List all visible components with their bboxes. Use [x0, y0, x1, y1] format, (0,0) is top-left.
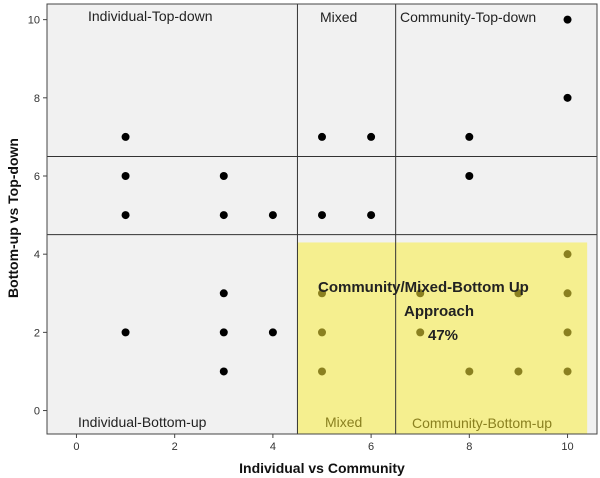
data-point	[563, 289, 572, 298]
data-point	[563, 15, 572, 24]
data-point	[563, 367, 572, 376]
x-tick-label: 10	[561, 441, 573, 453]
data-point	[563, 328, 572, 337]
data-point	[219, 367, 228, 376]
data-point	[318, 328, 326, 337]
highlight-label-line1: Community/Mixed-Bottom Up	[318, 279, 529, 296]
x-axis-ticks: 0 2 4 6 8 10	[73, 434, 574, 453]
zone-label-individual-bottom-up: Individual-Bottom-up	[78, 414, 207, 430]
y-tick-label: 8	[34, 93, 40, 105]
y-tick-label: 10	[28, 15, 40, 27]
data-point	[219, 172, 228, 180]
data-point	[514, 289, 523, 298]
y-axis-title: Bottom-up vs Top-down	[5, 138, 21, 298]
zone-label-mixed-bottom: Mixed	[325, 414, 362, 430]
y-axis-ticks: 0 2 4 6 8 10	[28, 15, 47, 418]
data-point	[465, 367, 474, 376]
data-point	[514, 367, 523, 376]
y-tick-label: 6	[34, 171, 40, 183]
plot-frame	[46, 3, 598, 435]
data-point	[367, 132, 376, 141]
data-points	[121, 15, 572, 376]
data-point	[318, 132, 326, 141]
data-point	[121, 172, 130, 180]
data-point	[563, 250, 572, 259]
data-point	[318, 367, 326, 376]
x-tick-label: 8	[466, 441, 472, 453]
x-tick-label: 2	[172, 441, 178, 453]
zone-label-community-top-down: Community-Top-down	[400, 9, 536, 25]
x-tick-label: 6	[368, 441, 374, 453]
zone-label-community-bottom-up: Community-Bottom-up	[412, 415, 552, 431]
x-tick-label: 4	[270, 441, 276, 453]
zone-label-mixed-top: Mixed	[320, 9, 357, 25]
data-point	[219, 328, 228, 337]
highlight-percent: 47%	[428, 327, 458, 344]
quadrant-dividers	[47, 4, 597, 434]
x-axis-title: Individual vs Community	[239, 460, 405, 476]
zone-label-individual-top-down: Individual-Top-down	[88, 8, 213, 24]
data-point	[465, 172, 474, 180]
data-point	[318, 289, 326, 298]
y-tick-label: 4	[34, 249, 40, 261]
data-point	[121, 211, 130, 220]
data-point	[121, 132, 130, 141]
data-point	[219, 289, 228, 298]
data-point	[219, 211, 228, 220]
data-point	[465, 132, 474, 141]
y-tick-label: 0	[34, 406, 40, 418]
data-point	[268, 211, 277, 220]
highlight-region	[297, 242, 588, 434]
data-point	[416, 328, 425, 337]
highlight-label-line2: Approach	[404, 303, 474, 320]
data-point	[318, 211, 326, 220]
data-point	[268, 328, 277, 337]
data-point	[367, 211, 376, 220]
data-point	[121, 328, 130, 337]
y-tick-label: 2	[34, 327, 40, 339]
data-point	[416, 289, 425, 298]
x-tick-label: 0	[73, 441, 79, 453]
data-point	[563, 93, 572, 102]
